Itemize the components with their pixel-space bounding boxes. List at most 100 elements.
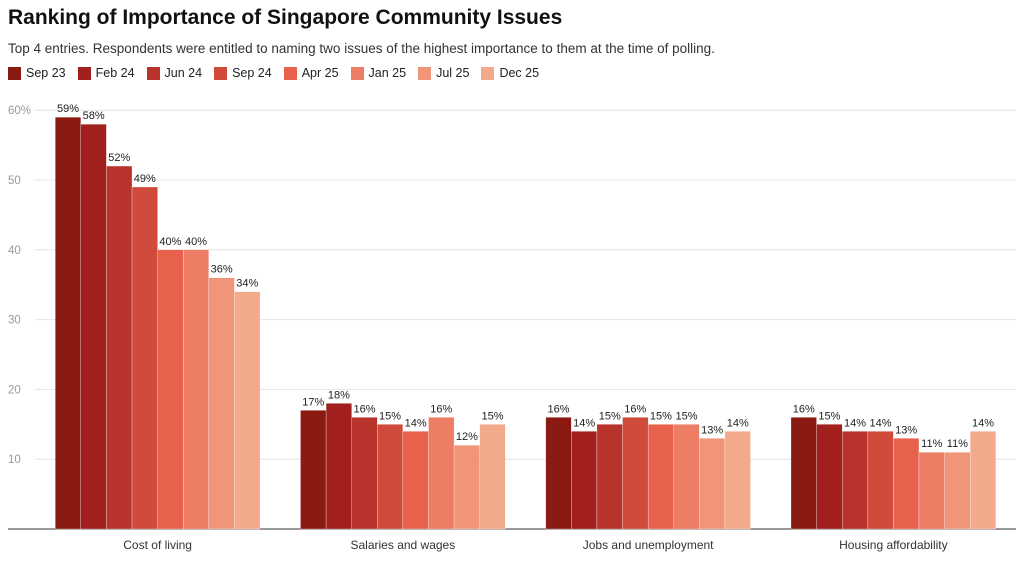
data-label: 15% [379,410,401,422]
bar [131,186,158,530]
data-label: 16% [548,403,570,415]
data-label: 14% [573,417,595,429]
y-tick-label: 30 [8,315,21,327]
legend-item: Sep 23 [8,66,66,80]
data-label: 40% [159,236,181,248]
bar [157,249,184,530]
legend-swatch [8,66,21,80]
legend-label: Sep 24 [232,66,272,80]
bar [55,117,81,530]
data-label: 16% [624,403,646,415]
data-label: 14% [844,417,866,429]
data-label: 36% [211,264,233,276]
y-tick-label: 40 [8,245,21,257]
data-label: 18% [328,389,350,401]
data-label: 40% [185,236,207,248]
data-label: 13% [701,424,723,436]
legend-label: Jan 25 [368,66,407,80]
bar [816,424,843,530]
y-tick-label: 20 [8,384,21,396]
data-label: 14% [405,417,427,429]
x-tick-label: Cost of living [123,538,192,552]
bar [673,424,700,530]
x-tick-label: Salaries and wages [351,538,456,552]
y-tick-label: 60% [8,105,31,117]
legend-swatch [418,66,432,80]
chart-title: Ranking of Importance of Singapore Commu… [8,6,563,29]
legend-swatch [481,66,495,80]
data-label: 16% [353,403,375,415]
legend-item: Feb 24 [77,66,135,80]
data-label: 15% [481,410,503,422]
legend-swatch [283,66,297,80]
bar [300,410,327,530]
data-label: 59% [57,103,79,115]
data-label: 17% [302,396,324,408]
data-label: 14% [972,417,994,429]
legend-swatch [146,66,160,80]
legend-label: Dec 25 [499,66,540,80]
data-label: 15% [818,410,840,422]
bar [622,417,649,530]
legend-label: Feb 24 [95,66,135,80]
bar [790,417,817,530]
bar [106,165,133,530]
data-label: 16% [430,403,452,415]
x-tick-label: Housing affordability [839,538,948,552]
bar [325,403,352,530]
data-label: 12% [456,431,478,443]
data-label: 16% [793,403,815,415]
bar [699,438,726,530]
data-label: 15% [650,410,672,422]
legend-item: Jul 25 [418,66,469,80]
bar [479,424,506,530]
legend-item: Sep 24 [214,66,272,80]
data-label: 34% [236,278,258,290]
bar [183,249,209,530]
data-label: 11% [947,438,968,450]
legend-item: Jun 24 [146,66,202,80]
data-label: 11% [921,438,942,450]
legend-label: Jul 25 [436,66,470,80]
bar [545,417,572,530]
bar [80,124,107,530]
data-label: 15% [599,410,621,422]
x-tick-label: Jobs and unemployment [583,538,714,552]
data-label: 14% [870,417,892,429]
legend: Sep 23 Feb 24 Jun 24 Sep 24 Apr 25 Jan 25 Jul … [8,66,539,80]
legend-swatch [77,66,91,80]
legend-item: Apr 25 [283,66,339,80]
bar [867,431,894,530]
bar [918,452,945,530]
bar [377,424,404,530]
bar [944,452,971,530]
bar [402,431,429,530]
y-tick-label: 50 [8,175,21,187]
bar [208,277,235,530]
data-label: 58% [83,110,105,122]
data-label: 13% [895,424,917,436]
legend-swatch [214,66,228,80]
legend-item: Dec 25 [481,66,539,80]
legend-label: Apr 25 [301,66,339,80]
bar [893,438,920,530]
data-label: 52% [108,152,130,164]
legend-swatch [350,66,364,80]
bar [453,445,480,530]
bar [351,417,378,530]
bar [842,431,868,530]
bar [571,431,598,530]
data-label: 49% [134,173,156,185]
bar [647,424,674,530]
y-tick-label: 10 [8,454,21,466]
data-label: 15% [676,410,698,422]
bar [596,424,623,530]
bar [234,291,261,530]
legend-item: Jan 25 [350,66,407,80]
chart-subtitle: Top 4 entries. Respondents were entitled… [8,41,715,56]
bar [428,417,455,530]
bar [970,431,996,530]
bar [724,431,751,530]
data-label: 14% [727,417,749,429]
